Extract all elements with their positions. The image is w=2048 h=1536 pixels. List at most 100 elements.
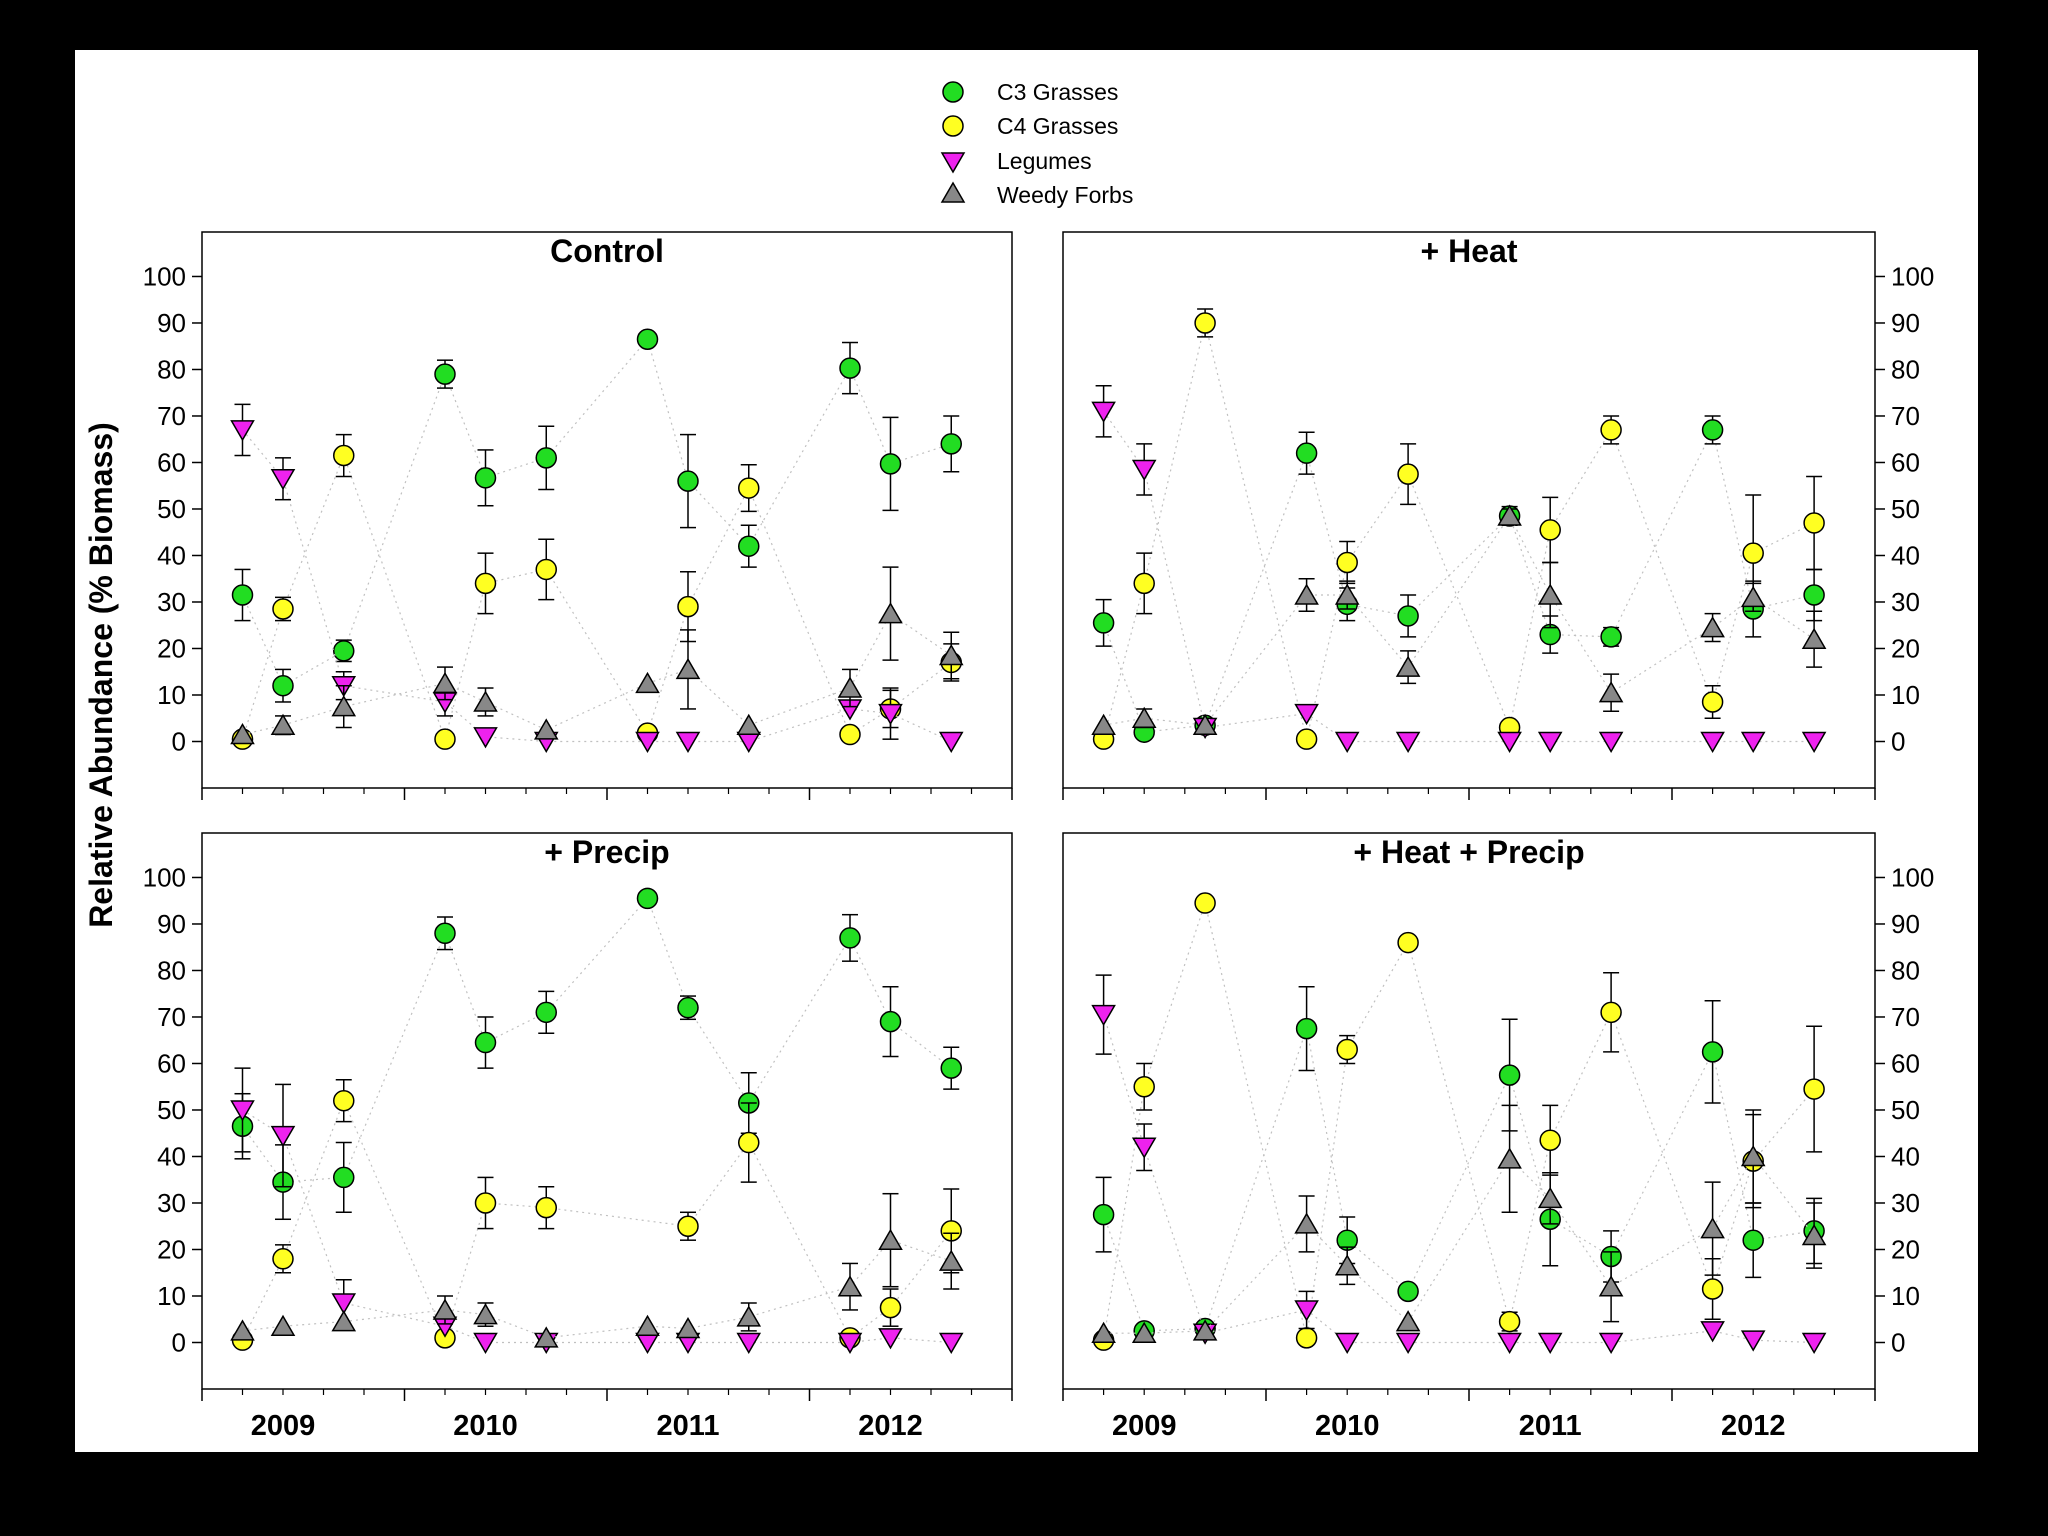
data-point	[1092, 612, 1115, 634]
data-point	[1537, 731, 1563, 753]
data-point	[878, 1228, 903, 1250]
y-tick-label: 30	[1891, 587, 1920, 617]
data-point	[1133, 572, 1155, 595]
data-point	[1295, 442, 1318, 464]
data-point	[839, 723, 861, 746]
legend-entry-forbs: Weedy Forbs	[940, 181, 1133, 208]
data-point	[938, 1249, 964, 1271]
data-point	[1497, 504, 1522, 526]
y-tick-label: 30	[157, 587, 186, 617]
data-point	[1801, 627, 1827, 649]
data-point	[230, 1100, 255, 1122]
y-tick-label: 70	[157, 401, 186, 431]
data-point	[535, 558, 557, 581]
data-point	[1700, 1321, 1725, 1343]
y-tick-label: 70	[157, 1002, 186, 1032]
data-point	[738, 1131, 760, 1154]
data-point	[331, 1293, 357, 1315]
data-point	[1336, 551, 1358, 574]
data-point	[272, 1248, 294, 1270]
legend-entry-legumes: Legumes	[940, 148, 1092, 174]
data-point	[1700, 731, 1725, 753]
series-legumes	[230, 403, 964, 753]
x-tick-label-2011: 2011	[657, 1410, 720, 1442]
x-tick-label-2009: 2009	[1112, 1410, 1177, 1442]
y-tick-label: 100	[143, 862, 186, 892]
data-point	[1334, 1332, 1360, 1354]
data-point	[1742, 542, 1764, 564]
series-c3-grasses	[231, 328, 962, 703]
data-point	[1194, 312, 1216, 334]
data-point	[736, 1332, 762, 1354]
data-point	[1133, 1075, 1155, 1098]
y-tick-label: 80	[1891, 354, 1920, 384]
data-point	[333, 444, 355, 467]
y-tick-label: 10	[1891, 680, 1920, 710]
data-point	[1803, 512, 1825, 534]
y-tick-label: 20	[1891, 1234, 1920, 1264]
legend-marker-forbs	[940, 181, 966, 203]
data-point	[1801, 731, 1827, 753]
data-point	[270, 713, 296, 735]
data-point	[231, 584, 254, 606]
data-point	[1700, 1217, 1725, 1239]
data-point	[1294, 1212, 1319, 1234]
data-point	[1131, 1137, 1157, 1159]
data-point	[1539, 519, 1561, 541]
y-tick-label: 10	[157, 680, 186, 710]
series-weedy-forbs	[1091, 1104, 1827, 1343]
y-tick-label: 20	[1891, 633, 1920, 663]
data-point	[677, 595, 699, 618]
data-point	[837, 1332, 863, 1354]
data-point	[878, 703, 903, 726]
legend-entry-c3: C3 Grasses	[942, 79, 1118, 105]
y-tick-label: 50	[157, 1095, 186, 1125]
x-tick-label-2009: 2009	[251, 1410, 316, 1442]
y-tick-label: 100	[1891, 862, 1934, 892]
series-connector	[241, 338, 952, 687]
series-connector	[242, 429, 952, 743]
y-tick-label: 40	[157, 540, 186, 570]
y-tick-label: 50	[1891, 1095, 1920, 1125]
y-tick-label: 100	[143, 261, 186, 291]
y-tick-label: 40	[1891, 540, 1920, 570]
y-tick-label: 70	[1891, 401, 1920, 431]
x-tick-label-2011: 2011	[1519, 1410, 1582, 1442]
data-point	[1397, 463, 1419, 485]
y-tick-label: 50	[157, 494, 186, 524]
data-point	[938, 1332, 964, 1354]
data-point	[635, 731, 660, 753]
legend-label-forbs: Weedy Forbs	[997, 182, 1133, 208]
data-point	[1498, 1064, 1521, 1086]
panel-frame	[1062, 832, 1876, 1390]
data-point	[535, 1001, 557, 1024]
y-tick-label: 60	[157, 447, 186, 477]
data-point	[636, 887, 659, 910]
data-point	[535, 1196, 557, 1219]
series-weedy-forbs	[230, 566, 964, 745]
data-point	[270, 1125, 296, 1148]
data-point	[1295, 1017, 1318, 1040]
data-point	[333, 1089, 355, 1112]
data-point	[434, 922, 456, 945]
legend-entry-c4: C4 Grasses	[942, 113, 1118, 139]
data-point	[1131, 1321, 1157, 1343]
data-point	[1091, 401, 1116, 423]
data-point	[1740, 731, 1766, 753]
data-point	[230, 420, 255, 442]
data-point	[473, 1303, 498, 1325]
data-point	[675, 657, 701, 680]
data-point	[1742, 1229, 1764, 1251]
y-tick-label: 20	[157, 633, 186, 663]
data-point	[270, 1314, 296, 1336]
data-point	[1395, 1310, 1421, 1332]
data-point	[473, 727, 498, 749]
data-point	[1600, 626, 1622, 648]
series-weedy-forbs	[1091, 504, 1827, 735]
data-point	[879, 1010, 902, 1033]
y-tick-label: 70	[1891, 1002, 1920, 1032]
legend-label-legumes: Legumes	[997, 148, 1092, 174]
y-tick-label: 60	[1891, 447, 1920, 477]
data-point	[535, 447, 557, 469]
